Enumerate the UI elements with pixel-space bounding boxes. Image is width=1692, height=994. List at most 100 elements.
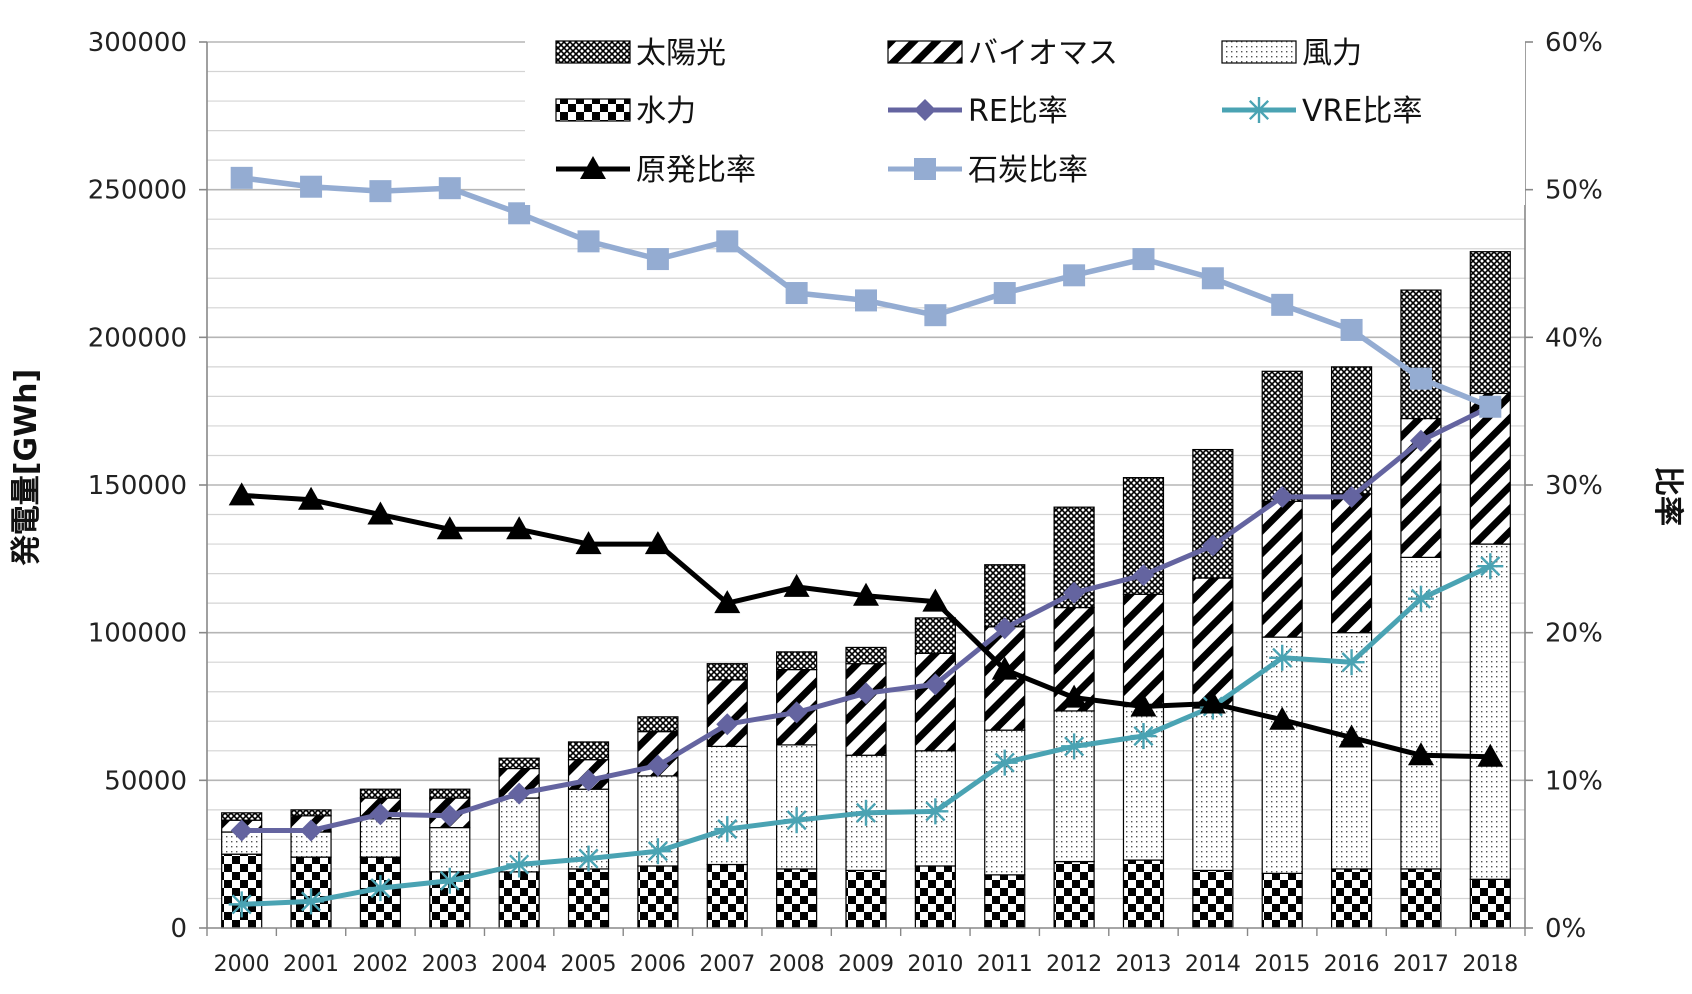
star-marker-stroke (439, 870, 460, 891)
legend-marker-RE比率 (914, 99, 936, 121)
point-VRE比率-2004 (506, 851, 533, 878)
legend-label-原発比率: 原発比率 (636, 153, 756, 188)
x-tick-label: 2013 (1115, 952, 1171, 977)
star-marker-stroke (925, 801, 946, 822)
star-marker-stroke (231, 894, 252, 915)
point-RE比率-2007 (716, 713, 739, 736)
point-VRE比率-2003 (436, 867, 463, 894)
point-石炭比率-2012 (1063, 264, 1086, 287)
bar-checker-2014 (1192, 869, 1234, 929)
bar-dots-2015 (1261, 636, 1303, 874)
star-marker-stroke (509, 854, 530, 875)
point-原発比率-2016 (1338, 724, 1365, 748)
bars (221, 251, 1511, 929)
point-石炭比率-2005 (577, 230, 600, 253)
bar-checker-2009 (845, 869, 887, 929)
bar-dots-2007 (706, 745, 748, 866)
point-RE比率-2010 (924, 673, 947, 696)
point-原発比率-2004 (506, 516, 533, 540)
point-石炭比率-2002 (369, 180, 392, 203)
x-tick-label: 2002 (352, 952, 408, 977)
bar-diagonal-2009 (845, 663, 887, 756)
legend-label-風力: 風力 (1302, 36, 1362, 71)
star-marker-stroke (1133, 725, 1154, 747)
star-marker-stroke (578, 848, 599, 869)
x-tick-label: 2016 (1324, 952, 1380, 977)
y-tick-label: 150000 (88, 471, 187, 501)
bar-cross-2018 (1469, 251, 1511, 395)
point-RE比率-2006 (646, 754, 669, 777)
x-tick-label: 2005 (561, 952, 617, 977)
point-VRE比率-2013 (1130, 723, 1157, 750)
bar-checker-2006 (637, 865, 679, 929)
x-tick-label: 2014 (1185, 952, 1241, 977)
y-tick-label: 0 (170, 914, 187, 944)
point-RE比率-2014 (1201, 534, 1224, 557)
point-原発比率-2001 (298, 486, 325, 510)
legend-swatch-バイオマス (887, 40, 963, 64)
legend-marker-VRE比率 (1246, 97, 1272, 123)
point-VRE比率-2002 (367, 875, 394, 902)
y2-tick-label: 50% (1545, 176, 1603, 206)
point-石炭比率-2009 (855, 289, 877, 312)
point-VRE比率-2015 (1269, 644, 1296, 671)
y2-tick-label: 60% (1545, 28, 1603, 58)
legend-swatch-風力 (1221, 40, 1297, 64)
legend-marker-石炭比率 (914, 158, 936, 180)
star-marker-stroke (994, 752, 1015, 773)
bar-checker-2015 (1261, 872, 1303, 929)
bar-cross-2003 (429, 788, 471, 799)
bar-checker-2017 (1400, 868, 1442, 929)
star-marker-stroke (1480, 556, 1501, 577)
x-tick-label: 2011 (977, 952, 1033, 977)
x-tick-label: 2012 (1046, 952, 1102, 977)
y2-tick-label: 20% (1545, 619, 1603, 649)
legend-label-石炭比率: 石炭比率 (968, 153, 1088, 188)
point-VRE比率-2009 (853, 799, 879, 826)
bar-cross-2005 (567, 741, 610, 761)
y-tick-label: 50000 (104, 766, 187, 796)
point-原発比率-2014 (1199, 690, 1226, 714)
bar-cross-2008 (776, 651, 818, 671)
star-marker-stroke (1341, 652, 1362, 673)
point-原発比率-2011 (991, 656, 1018, 680)
point-石炭比率-2006 (646, 248, 669, 271)
bar-cross-2007 (706, 663, 748, 681)
point-RE比率-2016 (1340, 485, 1363, 508)
bar-cross-2015 (1261, 370, 1303, 502)
point-VRE比率-2010 (922, 798, 949, 825)
x-tick-label: 2009 (838, 952, 894, 977)
point-VRE比率-2006 (644, 838, 671, 865)
star-marker-stroke (1064, 736, 1085, 757)
point-石炭比率-2013 (1132, 248, 1155, 271)
point-原発比率-2007 (714, 590, 741, 614)
star-marker-stroke (855, 802, 877, 823)
bar-cross-2014 (1192, 448, 1234, 579)
bar-dots-2003 (429, 826, 471, 873)
bar-diagonal-2016 (1330, 493, 1373, 634)
point-原発比率-2002 (367, 501, 394, 525)
bar-checker-2016 (1330, 868, 1373, 929)
point-原発比率-2017 (1407, 742, 1434, 766)
point-石炭比率-2000 (230, 166, 253, 189)
x-tick-label: 2017 (1393, 952, 1449, 977)
legend-label-RE比率: RE比率 (968, 94, 1068, 129)
bar-diagonal-2010 (914, 652, 956, 752)
point-RE比率-2015 (1271, 485, 1294, 508)
legend-swatch-太陽光 (555, 40, 631, 64)
y2-tick-label: 40% (1545, 323, 1603, 353)
y-tick-label: 100000 (88, 619, 187, 649)
point-RE比率-2003 (438, 804, 461, 827)
point-VRE比率-2018 (1477, 553, 1504, 580)
y2-tick-label: 10% (1545, 766, 1603, 796)
x-tick-label: 2004 (491, 952, 547, 977)
bar-diagonal-2018 (1469, 392, 1511, 545)
point-石炭比率-2017 (1409, 367, 1432, 390)
bar-cross-2006 (637, 716, 679, 733)
bar-checker-2007 (706, 863, 748, 929)
point-石炭比率-2014 (1201, 267, 1224, 290)
bar-dots-2014 (1192, 707, 1234, 872)
point-原発比率-2010 (922, 588, 949, 612)
bar-checker-2000 (221, 853, 263, 929)
